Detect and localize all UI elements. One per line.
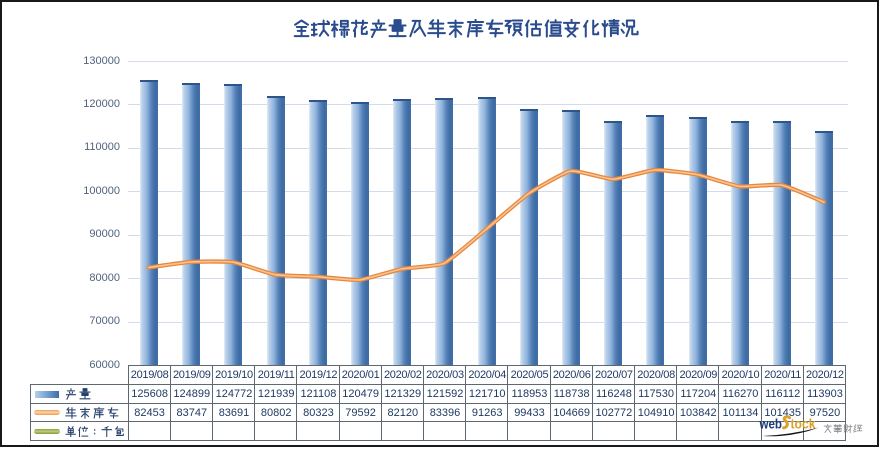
svg-text:web: web	[759, 416, 782, 431]
svg-text:tock: tock	[791, 416, 816, 431]
